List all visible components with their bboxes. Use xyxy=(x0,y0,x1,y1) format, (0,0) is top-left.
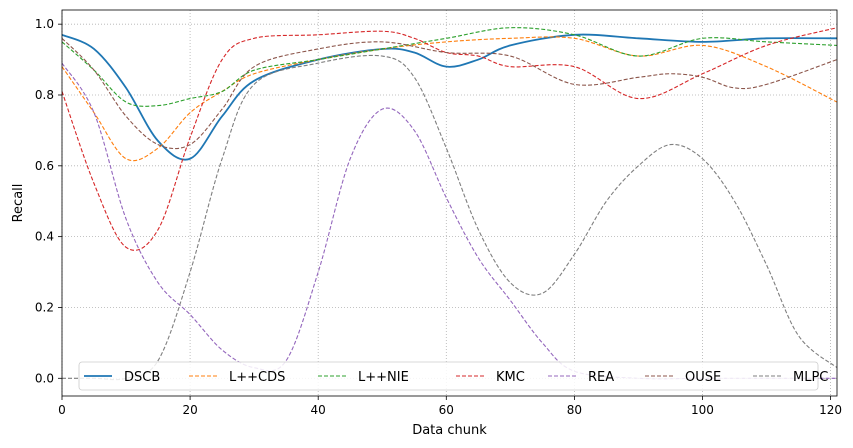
x-axis-label: Data chunk xyxy=(412,423,487,438)
grid xyxy=(61,10,837,396)
x-tick-label: 60 xyxy=(439,403,454,417)
series-line-dscb xyxy=(62,33,837,161)
plot-frame xyxy=(61,9,838,397)
y-axis-label: Recall xyxy=(11,184,26,223)
series-line-l-cds xyxy=(62,36,837,162)
x-tick-label: 100 xyxy=(691,403,714,417)
y-tick-label: 0.2 xyxy=(35,300,54,314)
series-line-ouse xyxy=(62,37,837,150)
x-tick-label: 80 xyxy=(567,403,582,417)
legend-label: L++NIE xyxy=(358,370,409,385)
y-tick-label: 1.0 xyxy=(35,17,54,31)
y-tick-label: 0.6 xyxy=(35,159,54,173)
legend-label: REA xyxy=(588,370,614,385)
x-tick-label: 40 xyxy=(311,403,326,417)
x-tick-label: 0 xyxy=(58,403,66,417)
series-line-kmc xyxy=(62,27,837,251)
x-tick-label: 20 xyxy=(182,403,197,417)
y-tick-label: 0.4 xyxy=(35,230,54,244)
legend-label: L++CDS xyxy=(229,370,285,385)
legend-label: KMC xyxy=(496,370,525,385)
legend-label: DSCB xyxy=(124,370,160,385)
series-line-rea xyxy=(62,62,837,380)
legend: DSCB L++CDS L++NIE KMC REA OUSE MLPC xyxy=(78,361,828,391)
legend-label: OUSE xyxy=(685,370,721,385)
legend-label: MLPC xyxy=(793,370,828,385)
y-tick-label: 0.8 xyxy=(35,88,54,102)
x-axis: 0 20 40 60 80 100 120 xyxy=(58,396,842,417)
plot-lines xyxy=(62,27,837,381)
y-tick-label: 0.0 xyxy=(35,371,54,385)
y-axis: 0.0 0.2 0.4 0.6 0.8 1.0 xyxy=(35,17,62,385)
series-line-mlpc xyxy=(62,54,837,381)
legend-box xyxy=(78,361,819,391)
x-tick-label: 120 xyxy=(819,403,842,417)
series-line-l-nie xyxy=(62,27,837,107)
